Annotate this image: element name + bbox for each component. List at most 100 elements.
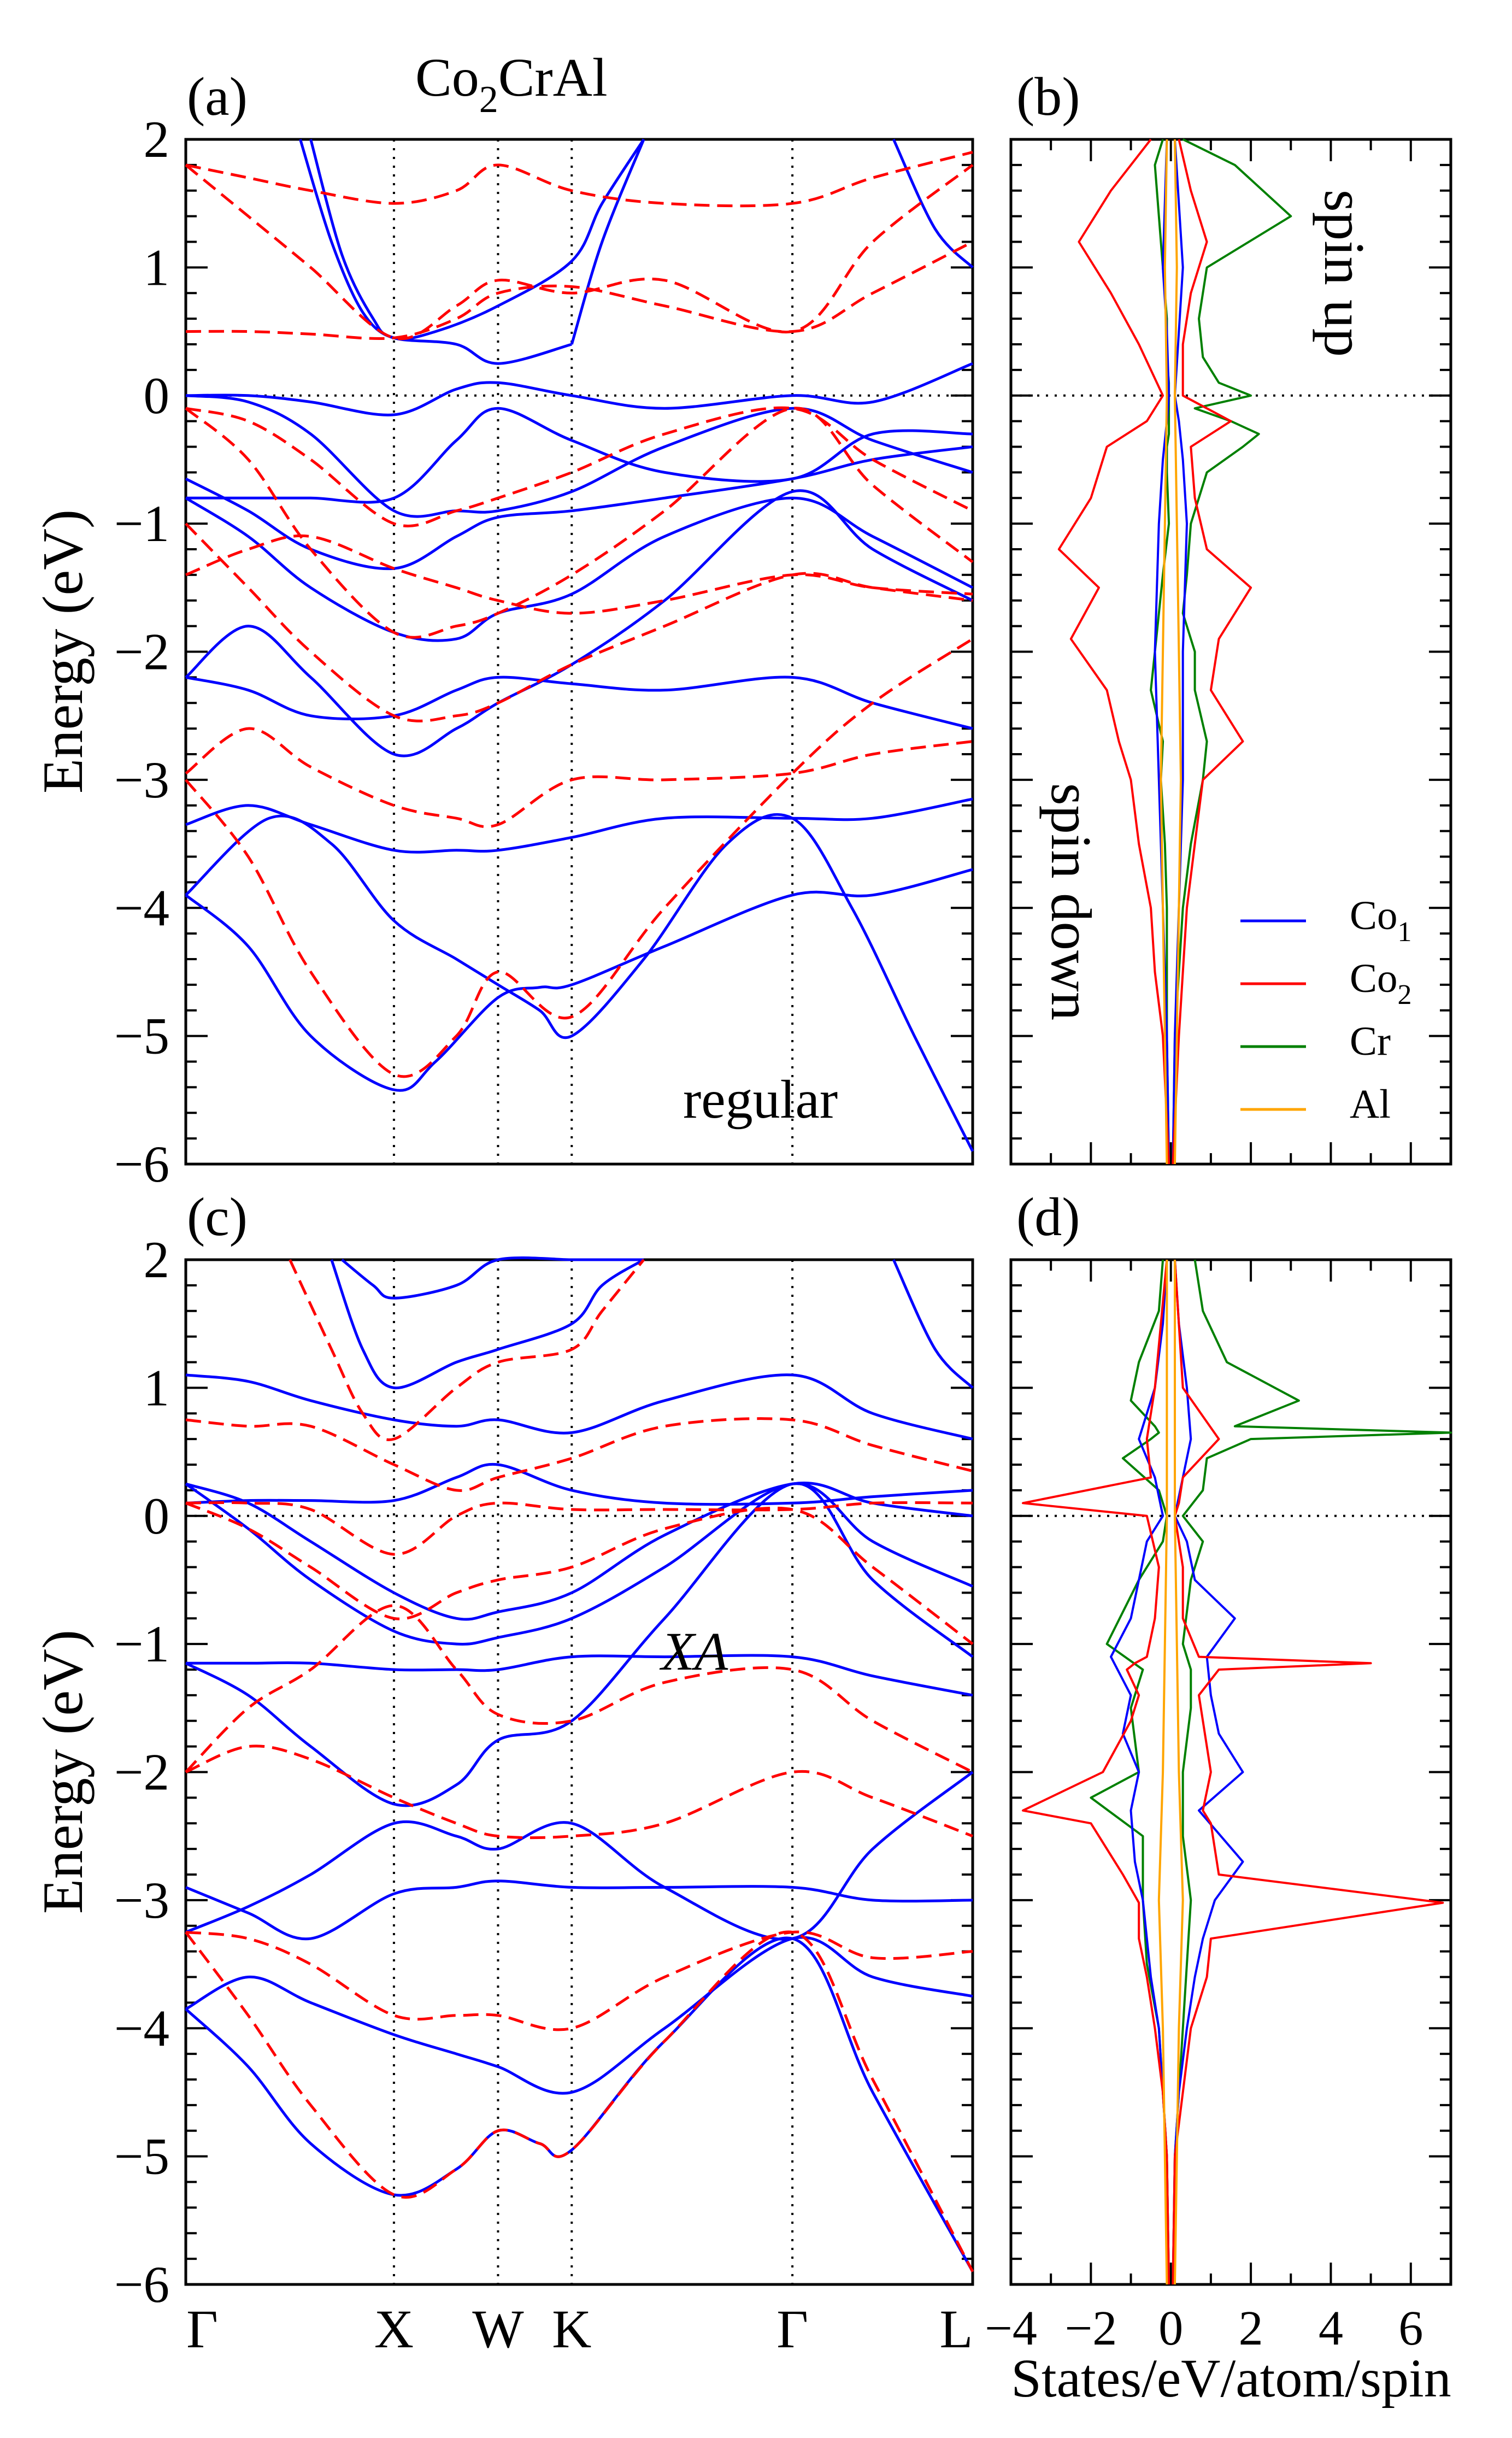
band-spin-up [892, 1259, 974, 1389]
band-frame-a [184, 138, 974, 1166]
dos-cr-up [1172, 1259, 1452, 2285]
ytick-label: 1 [144, 238, 170, 296]
band-spin-down [185, 522, 973, 722]
band-spin-up [185, 1879, 973, 1941]
panel-label-c: (c) [187, 1186, 248, 1247]
dos-panel-regular: (b) spin up spin down Co1 Co2 Cr Al [1009, 66, 1452, 1166]
band-spin-up [185, 1936, 974, 2272]
dos-xtick-label: 0 [1158, 2301, 1183, 2355]
kpoint-label: K [552, 2299, 591, 2359]
band-spin-down [185, 1604, 974, 1773]
kpoint-label: L [939, 2299, 973, 2359]
band-spin-down [185, 727, 973, 829]
band-spin-down [185, 1417, 973, 1492]
band-spin-up [185, 868, 973, 1092]
dos-xtick-label: 4 [1319, 2301, 1343, 2355]
band-panel-regular: −6 −5 −4 −3 −2 −1 0 1 2 (a) Co2CrAl regular Ener… [31, 47, 974, 1193]
ytick-label: 0 [144, 1487, 170, 1545]
band-spin-up [185, 362, 973, 416]
dos-lines-b [1057, 138, 1292, 1165]
ytick-label: 2 [144, 110, 170, 168]
ytick-label: −6 [114, 2255, 169, 2313]
ytick-label: −3 [114, 751, 169, 809]
band-spin-up [185, 813, 974, 1152]
band-lines-a [185, 138, 974, 1152]
dos-xlabel: States/eV/atom/spin [1011, 2348, 1451, 2408]
dos-axis-ticks-b [1010, 138, 1452, 1165]
band-yaxis-a: −6 −5 −4 −3 −2 −1 0 1 2 [114, 110, 973, 1193]
dos-cr-down [1090, 1259, 1170, 2285]
band-spin-down [185, 240, 974, 340]
dos-lines-d [1022, 1259, 1452, 2285]
dos-xtick-label: 6 [1398, 2301, 1423, 2355]
dos-al-down [1160, 139, 1168, 1165]
legend-label-co2: Co2 [1350, 956, 1412, 1011]
ytick-label: 0 [144, 367, 170, 425]
ytick-label: 1 [144, 1359, 170, 1417]
dos-xtick-labels: −4 −2 0 2 4 6 [985, 2301, 1423, 2355]
ylabel-a: Energy (eV) [31, 509, 95, 794]
band-spin-up [570, 139, 645, 345]
band-spin-down [185, 1930, 973, 2031]
band-spin-up [185, 1936, 973, 2095]
band-spin-up [185, 1482, 974, 1807]
band-frame-c [184, 1258, 974, 2286]
band-spin-up [185, 1654, 973, 1697]
kpoint-label: Γ [776, 2299, 808, 2359]
panel-label-a: (a) [187, 66, 248, 127]
kpoint-lines-c [392, 1260, 794, 2284]
band-spin-down [185, 1744, 973, 1840]
dos-xtick-label: 2 [1239, 2301, 1263, 2355]
dos-co2-up [1172, 139, 1252, 1165]
band-spin-up [892, 138, 974, 269]
dos-legend: Co1 Co2 Cr Al [1240, 893, 1412, 1127]
legend-label-co1: Co1 [1350, 893, 1412, 948]
ytick-label: −4 [114, 879, 169, 937]
panel-label-b: (b) [1016, 66, 1080, 127]
band-spin-up [185, 1771, 974, 1941]
figure-title: Co2CrAl [415, 47, 608, 121]
dos-frame-d [1009, 1258, 1452, 2286]
band-spin-up [185, 797, 973, 854]
annotation-regular: regular [683, 1069, 838, 1130]
legend-label-cr: Cr [1350, 1019, 1391, 1064]
annotation-xa: XA [659, 1621, 728, 1682]
band-spin-up [330, 1258, 645, 1390]
band-spin-up [185, 445, 973, 571]
band-spin-down [185, 150, 973, 208]
band-spin-up [185, 1482, 973, 1621]
dos-al-up [1174, 139, 1182, 1165]
dos-co1-down [1110, 1259, 1170, 2285]
ytick-label: −5 [114, 2128, 169, 2186]
dos-xtick-label: −2 [1064, 2301, 1117, 2355]
dos-co2-down [1057, 138, 1170, 1165]
dos-co2-up [1172, 1259, 1444, 2285]
dos-co1-up [1172, 1259, 1244, 2285]
dos-co2-down [1022, 1259, 1170, 2285]
band-spin-down [185, 406, 974, 527]
panel-label-d: (d) [1016, 1186, 1080, 1247]
spin-up-label: spin up [1313, 190, 1376, 357]
ytick-label: −6 [114, 1135, 169, 1193]
band-spin-up [185, 675, 973, 730]
band-spin-up [185, 1373, 973, 1441]
band-spin-down [185, 163, 974, 340]
ytick-label: −1 [114, 1615, 169, 1673]
kpoint-label: X [374, 2299, 414, 2359]
band-spin-down [185, 1501, 974, 1646]
ytick-label: 2 [144, 1231, 170, 1289]
ytick-label: −1 [114, 495, 169, 553]
spin-down-label: spin down [1039, 783, 1103, 1021]
band-spin-down [184, 1930, 974, 2272]
band-spin-up [299, 138, 645, 340]
band-yaxis-c: −6 −5 −4 −3 −2 −1 0 1 2 [114, 1231, 973, 2313]
ytick-label: −4 [114, 1999, 169, 2057]
band-lines-c [184, 1256, 974, 2272]
band-spin-down [185, 637, 974, 1078]
kpoint-label: Γ [186, 2299, 218, 2359]
band-spin-up [341, 1256, 644, 1300]
legend-label-al: Al [1350, 1082, 1391, 1127]
dos-xtick-label: −4 [985, 2301, 1037, 2355]
